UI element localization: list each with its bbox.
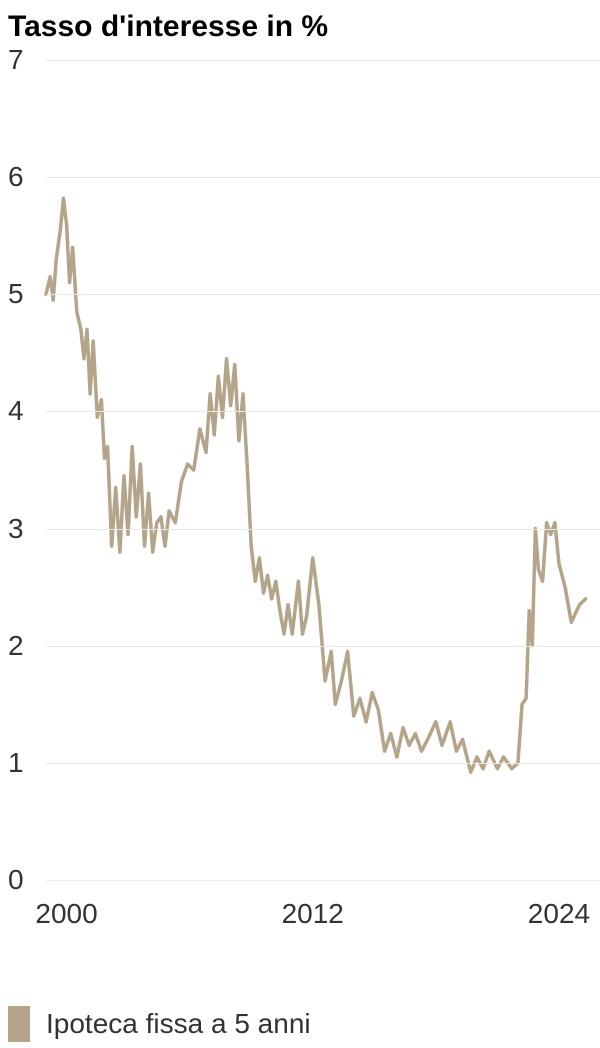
y-tick-label: 6 [8, 161, 24, 193]
y-tick-label: 2 [8, 630, 24, 662]
y-tick-label: 0 [8, 864, 24, 896]
legend-swatch [8, 1006, 30, 1042]
x-tick-label: 2012 [282, 898, 344, 930]
chart-title: Tasso d'interesse in % [8, 10, 328, 44]
chart-line-svg [46, 60, 600, 880]
gridline [46, 294, 600, 295]
y-tick-label: 5 [8, 278, 24, 310]
plot-area [46, 60, 600, 880]
x-tick-label: 2024 [528, 898, 590, 930]
y-tick-label: 3 [8, 513, 24, 545]
x-tick-label: 2000 [35, 898, 97, 930]
legend-label: Ipoteca fissa a 5 anni [46, 1008, 311, 1040]
gridline [46, 763, 600, 764]
gridline [46, 646, 600, 647]
legend: Ipoteca fissa a 5 anni [8, 1006, 311, 1042]
y-tick-label: 4 [8, 395, 24, 427]
chart-container: 01234567200020122024 [0, 60, 600, 930]
chart-line [46, 198, 586, 772]
gridline [46, 529, 600, 530]
y-tick-label: 1 [8, 747, 24, 779]
gridline [46, 880, 600, 881]
gridline [46, 177, 600, 178]
gridline [46, 411, 600, 412]
gridline [46, 60, 600, 61]
y-tick-label: 7 [8, 44, 24, 76]
